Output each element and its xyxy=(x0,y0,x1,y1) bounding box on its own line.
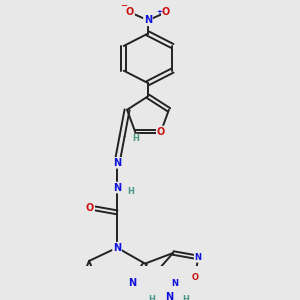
Text: H: H xyxy=(133,134,140,143)
Text: O: O xyxy=(157,127,165,136)
Text: H: H xyxy=(148,296,155,300)
Text: O: O xyxy=(192,273,199,282)
Text: O: O xyxy=(162,7,170,17)
Text: N: N xyxy=(113,183,121,193)
Text: O: O xyxy=(86,203,94,213)
Text: +: + xyxy=(156,9,162,15)
Text: N: N xyxy=(144,15,152,25)
Text: H: H xyxy=(183,296,190,300)
Text: N: N xyxy=(113,243,121,253)
Text: O: O xyxy=(126,7,134,17)
Text: H: H xyxy=(128,187,134,196)
Text: N: N xyxy=(113,158,121,168)
Text: N: N xyxy=(172,279,178,288)
Text: N: N xyxy=(165,292,173,300)
Text: −: − xyxy=(120,1,127,10)
Text: N: N xyxy=(195,253,202,262)
Text: N: N xyxy=(128,278,136,288)
